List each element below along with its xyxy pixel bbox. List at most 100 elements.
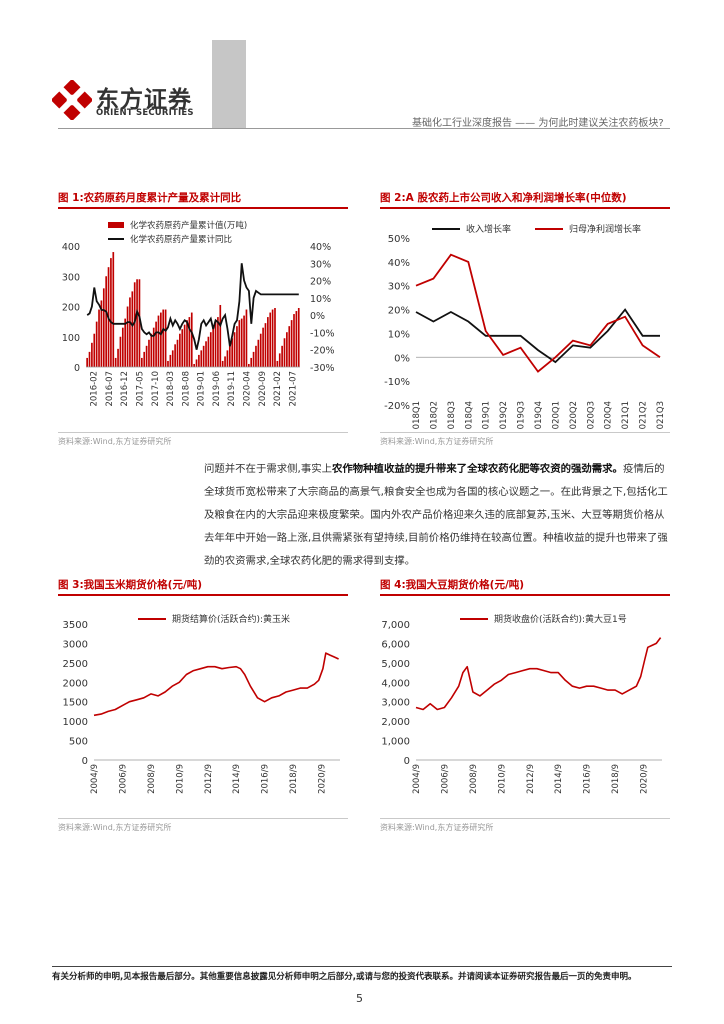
fig2-xtick: 2020Q3: [586, 401, 596, 430]
body-paragraph: 问题并不在于需求侧,事实上农作物种植收益的提升带来了全球农药化肥等农资的强劲需求…: [204, 458, 670, 573]
fig1-legend-line-label: 化学农药原药产量累计同比: [130, 234, 232, 245]
fig1-bar: [243, 315, 245, 367]
fig1-ytick-left: 300: [62, 272, 80, 283]
header-grey-block: [212, 40, 246, 128]
fig1-bar: [252, 351, 255, 367]
fig1-ytick-right: -10%: [310, 328, 335, 339]
fig2-ytick: 20%: [388, 306, 410, 317]
fig2-ytick: 50%: [388, 234, 410, 245]
fig2-xtick: 2020Q1: [551, 401, 561, 430]
fig4-ytick: 4,000: [381, 678, 410, 689]
fig3-ytick: 500: [69, 737, 88, 748]
fig1-bar: [228, 344, 231, 367]
fig2-legend-revenue-label: 收入增长率: [466, 223, 511, 235]
fig2-source: 资料来源:Wind,东方证券研究所: [380, 437, 494, 446]
fig1-bar: [86, 357, 88, 367]
fig1-bar: [143, 351, 146, 367]
fig1-bar: [233, 332, 236, 367]
fig4-xtick: 2008/9: [469, 764, 479, 794]
fig1-bar: [150, 333, 153, 367]
fig1-bar: [119, 336, 122, 367]
fig1-bar: [145, 345, 148, 367]
fig4-xtick: 2018/9: [611, 764, 621, 794]
fig1-bar: [290, 320, 293, 367]
fig1-bar: [271, 309, 274, 367]
fig3-xtick: 2014/9: [232, 764, 242, 794]
fig3-ytick: 3000: [63, 639, 88, 650]
fig4-xtick: 2004/9: [412, 764, 422, 794]
fig1-bar: [169, 354, 172, 367]
fig1-bar: [283, 338, 286, 367]
fig3-source-rule: [58, 818, 348, 819]
fig1-ytick-right: 0%: [310, 311, 325, 322]
fig1-bar: [162, 309, 165, 367]
fig1-bar: [212, 327, 214, 367]
body-text-highlight: 农作物种植收益的提升带来了全球农药化肥等农资的强劲需求。: [332, 463, 623, 475]
fig1-bar: [293, 314, 295, 367]
fig1-bar: [164, 309, 167, 367]
fig3-ytick: 2000: [63, 678, 88, 689]
page-number: 5: [356, 992, 363, 1005]
fig1-bar: [140, 357, 143, 367]
fig1-bar: [129, 297, 131, 367]
fig3-xtick: 2012/9: [204, 764, 214, 794]
fig1-bar: [200, 350, 203, 367]
fig1-bar: [255, 345, 257, 367]
fig1-bar: [121, 327, 124, 367]
fig4-ytick: 1,000: [381, 737, 410, 748]
fig1-bar: [126, 306, 129, 367]
fig1-yoy-line: [86, 263, 299, 350]
fig2-xtick: 2021Q2: [639, 401, 649, 430]
fig3-legend-label: 期货结算价(活跃合约):黄玉米: [172, 613, 290, 625]
fig1-bar: [295, 311, 298, 367]
fig1-ytick-left: 0: [74, 363, 80, 374]
fig1-bar: [100, 300, 103, 367]
fig1-bar: [114, 357, 117, 367]
fig2-xtick: 2020Q2: [569, 401, 579, 430]
fig1-source-rule: [58, 432, 348, 433]
fig1-bar: [188, 317, 191, 367]
fig2-title-rule: [380, 207, 670, 209]
fig1-bar: [209, 332, 212, 367]
fig1-bar: [269, 312, 272, 367]
fig1-ytick-right: 20%: [310, 277, 331, 288]
fig2-xtick: 2021Q1: [621, 401, 631, 430]
fig1-bar: [257, 339, 260, 367]
fig1-bar: [217, 317, 219, 367]
fig4-price-line: [415, 637, 662, 711]
fig1-bar: [250, 357, 253, 367]
fig4-ytick: 0: [404, 756, 410, 767]
fig2-xtick: 2018Q3: [447, 401, 457, 430]
fig1-bar: [297, 308, 300, 367]
fig2-xtick: 2021Q3: [656, 401, 666, 430]
fig1-bar: [136, 279, 138, 367]
fig1-bar: [278, 353, 281, 367]
fig3-ytick: 1500: [63, 698, 88, 709]
fig1-bar: [183, 324, 186, 367]
fig3-title: 图 3:我国玉米期货价格(元/吨): [58, 579, 203, 591]
fig2-title: 图 2:A 股农药上市公司收入和净利润增长率(中位数): [380, 192, 627, 204]
fig1-ytick-right: 30%: [310, 259, 331, 270]
fig1-xtick: 2021-07: [288, 371, 298, 407]
fig1-bar: [181, 329, 184, 367]
fig1-xtick: 2018-03: [166, 371, 176, 407]
header-divider: [58, 128, 670, 129]
fig2-xtick: 2020Q4: [604, 401, 614, 430]
fig2-ytick: 10%: [388, 329, 410, 340]
fig1-bar: [262, 327, 264, 367]
fig2-xtick: 2018Q2: [429, 401, 439, 430]
fig2-profit-line: [415, 253, 661, 373]
fig2-xtick: 2019Q3: [517, 401, 527, 430]
fig1-legend-bar-label: 化学农药原药产量累计值(万吨): [130, 220, 247, 231]
fig1-bar: [276, 360, 279, 367]
fig3-chart: 期货结算价(活跃合约):黄玉米 0 500 1000 1500 2000 2500 3000 3…: [63, 613, 340, 794]
fig4-xtick: 2010/9: [497, 764, 507, 794]
fig1-bar: [167, 360, 169, 367]
fig1-chart: 化学农药原药产量累计值(万吨) 化学农药原药产量累计同比 0 100 200 300 400…: [62, 220, 335, 407]
fig1-bar: [88, 351, 91, 367]
fig4-xtick: 2016/9: [583, 764, 593, 794]
fig1-bar: [238, 320, 241, 367]
fig1-xtick: 2017-10: [151, 371, 161, 407]
fig3-xtick: 2018/9: [289, 764, 299, 794]
fig3-xtick: 2016/9: [261, 764, 271, 794]
